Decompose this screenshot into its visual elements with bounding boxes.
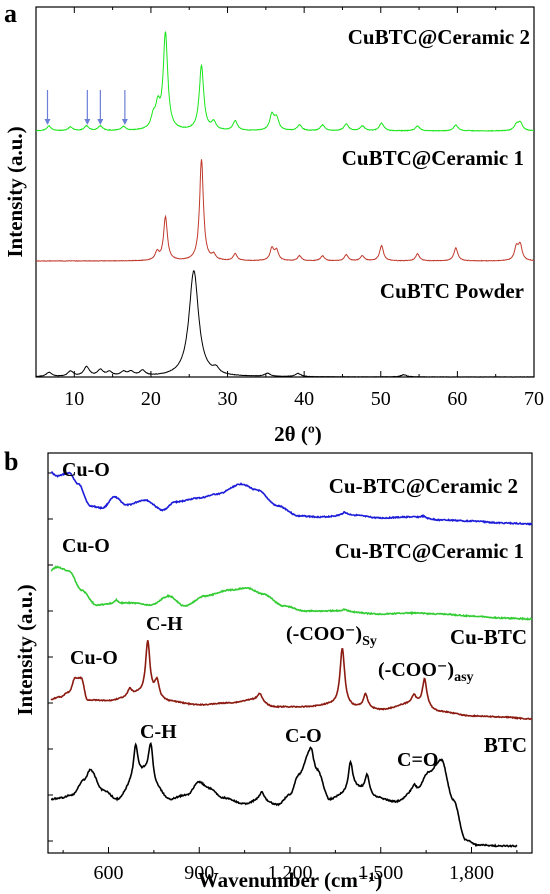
panel-b-y-axis-label: Intensity (a.u.)	[13, 584, 37, 715]
x-tick-label: 70	[524, 388, 544, 410]
panel-a-series	[35, 31, 535, 378]
panel-a-plot: 10 20 30 40 50 60 70 CuBTC@Ceramic 2 CuBTC@Cer…	[3, 6, 544, 446]
annotation-coo-asy-main: (-COO⁻)	[378, 659, 454, 681]
panel-b-plot: 600 900 1,200 1,500 1,800 Cu-BTC@Ceramic 2 C…	[13, 452, 533, 892]
annotation-coo-asy: (-COO⁻)asy	[378, 659, 474, 685]
annotation-c-eq-o: C=O	[397, 749, 438, 771]
x-tick-label: 50	[371, 388, 391, 410]
x-tick-label: 1,200	[268, 862, 313, 884]
annotation-c-h-2: C-H	[140, 721, 177, 743]
peak-arrow-head-3	[121, 119, 128, 125]
x-tick-label: 600	[94, 862, 124, 884]
annotation-c-h-1: C-H	[146, 613, 183, 635]
series-label-cu-btc-ceramic-2: Cu-BTC@Ceramic 2	[329, 474, 518, 498]
panel-b-letter: b	[4, 447, 18, 476]
peak-arrow-head-2	[97, 119, 104, 125]
annotation-coo-asy-sub: asy	[454, 670, 473, 685]
peak-arrow-head-1	[84, 119, 91, 125]
x-tick-label: 1,500	[358, 862, 403, 884]
series-line-2	[35, 270, 534, 378]
panel-a-x-axis-label: 2θ (º)	[274, 422, 322, 446]
annotation-cu-o-3: Cu-O	[70, 647, 118, 669]
x-tick-label: 1,800	[449, 862, 494, 884]
x-tick-label: 40	[294, 388, 314, 410]
panel-a-ticks: 10 20 30 40 50 60 70	[35, 7, 544, 410]
series-line-0	[35, 31, 535, 132]
spectrum-line-2	[50, 640, 532, 721]
series-label-cu-btc-ceramic-1: Cu-BTC@Ceramic 1	[335, 539, 524, 563]
series-label-ceramic-1: CuBTC@Ceramic 1	[342, 146, 524, 170]
x-tick-label: 30	[218, 388, 238, 410]
panel-a-letter: a	[4, 0, 17, 28]
series-label-ceramic-2: CuBTC@Ceramic 2	[348, 25, 530, 49]
panel-b-ticks: 600 900 1,200 1,500 1,800	[48, 472, 518, 884]
x-tick-label: 10	[64, 388, 84, 410]
panel-a-arrows	[44, 90, 128, 125]
series-label-cu-btc: Cu-BTC	[450, 625, 527, 649]
peak-arrow-head-0	[44, 119, 51, 125]
panel-a-y-axis-label: Intensity (a.u.)	[3, 126, 27, 257]
panel-b-series	[50, 471, 533, 848]
annotation-c-o: C-O	[285, 725, 322, 747]
annotation-coo-sy-sub: Sy	[362, 634, 377, 649]
spectrum-line-0	[50, 471, 533, 526]
x-tick-label: 20	[141, 388, 161, 410]
series-line-1	[35, 159, 534, 262]
panel-b-x-axis-label: Wavenumber (cm⁻¹)	[198, 868, 382, 892]
annotation-coo-sy-main: (-COO⁻)	[286, 623, 362, 645]
annotation-coo-sy: (-COO⁻)Sy	[286, 623, 377, 649]
spectrum-line-3	[50, 741, 518, 848]
series-label-btc: BTC	[484, 733, 527, 757]
annotation-cu-o-2: Cu-O	[62, 535, 110, 557]
panel-a-frame	[35, 6, 535, 378]
annotation-cu-o-1: Cu-O	[62, 459, 110, 481]
series-label-powder: CuBTC Powder	[380, 279, 524, 303]
spectrum-line-1	[50, 565, 533, 621]
x-tick-label: 60	[447, 388, 467, 410]
x-tick-label: 900	[184, 862, 214, 884]
